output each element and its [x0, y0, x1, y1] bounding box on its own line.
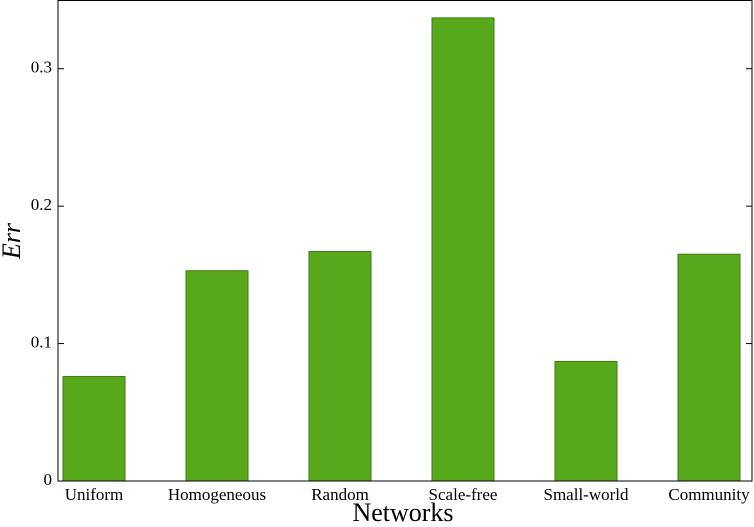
x-tick-label: Random	[311, 485, 369, 504]
y-tick-label: 0.2	[31, 195, 52, 214]
x-tick-label: Community	[668, 485, 750, 504]
y-axis-label: Err	[0, 222, 26, 260]
bar	[431, 17, 495, 482]
y-tick-label: 0	[44, 470, 53, 489]
plot-frame	[57, 0, 753, 482]
y-tick-label: 0.3	[31, 58, 52, 77]
x-tick-label: Small-world	[544, 485, 629, 504]
bar	[62, 376, 126, 482]
bar	[185, 270, 249, 482]
x-tick-label: Uniform	[65, 485, 124, 504]
bar	[677, 253, 741, 482]
y-tick-label: 0.1	[31, 332, 52, 351]
x-axis-label: Networks	[352, 498, 453, 527]
bar	[308, 250, 372, 482]
x-tick-label: Homogeneous	[168, 485, 266, 504]
x-tick-label: Scale-free	[429, 485, 498, 504]
bar	[554, 360, 618, 482]
